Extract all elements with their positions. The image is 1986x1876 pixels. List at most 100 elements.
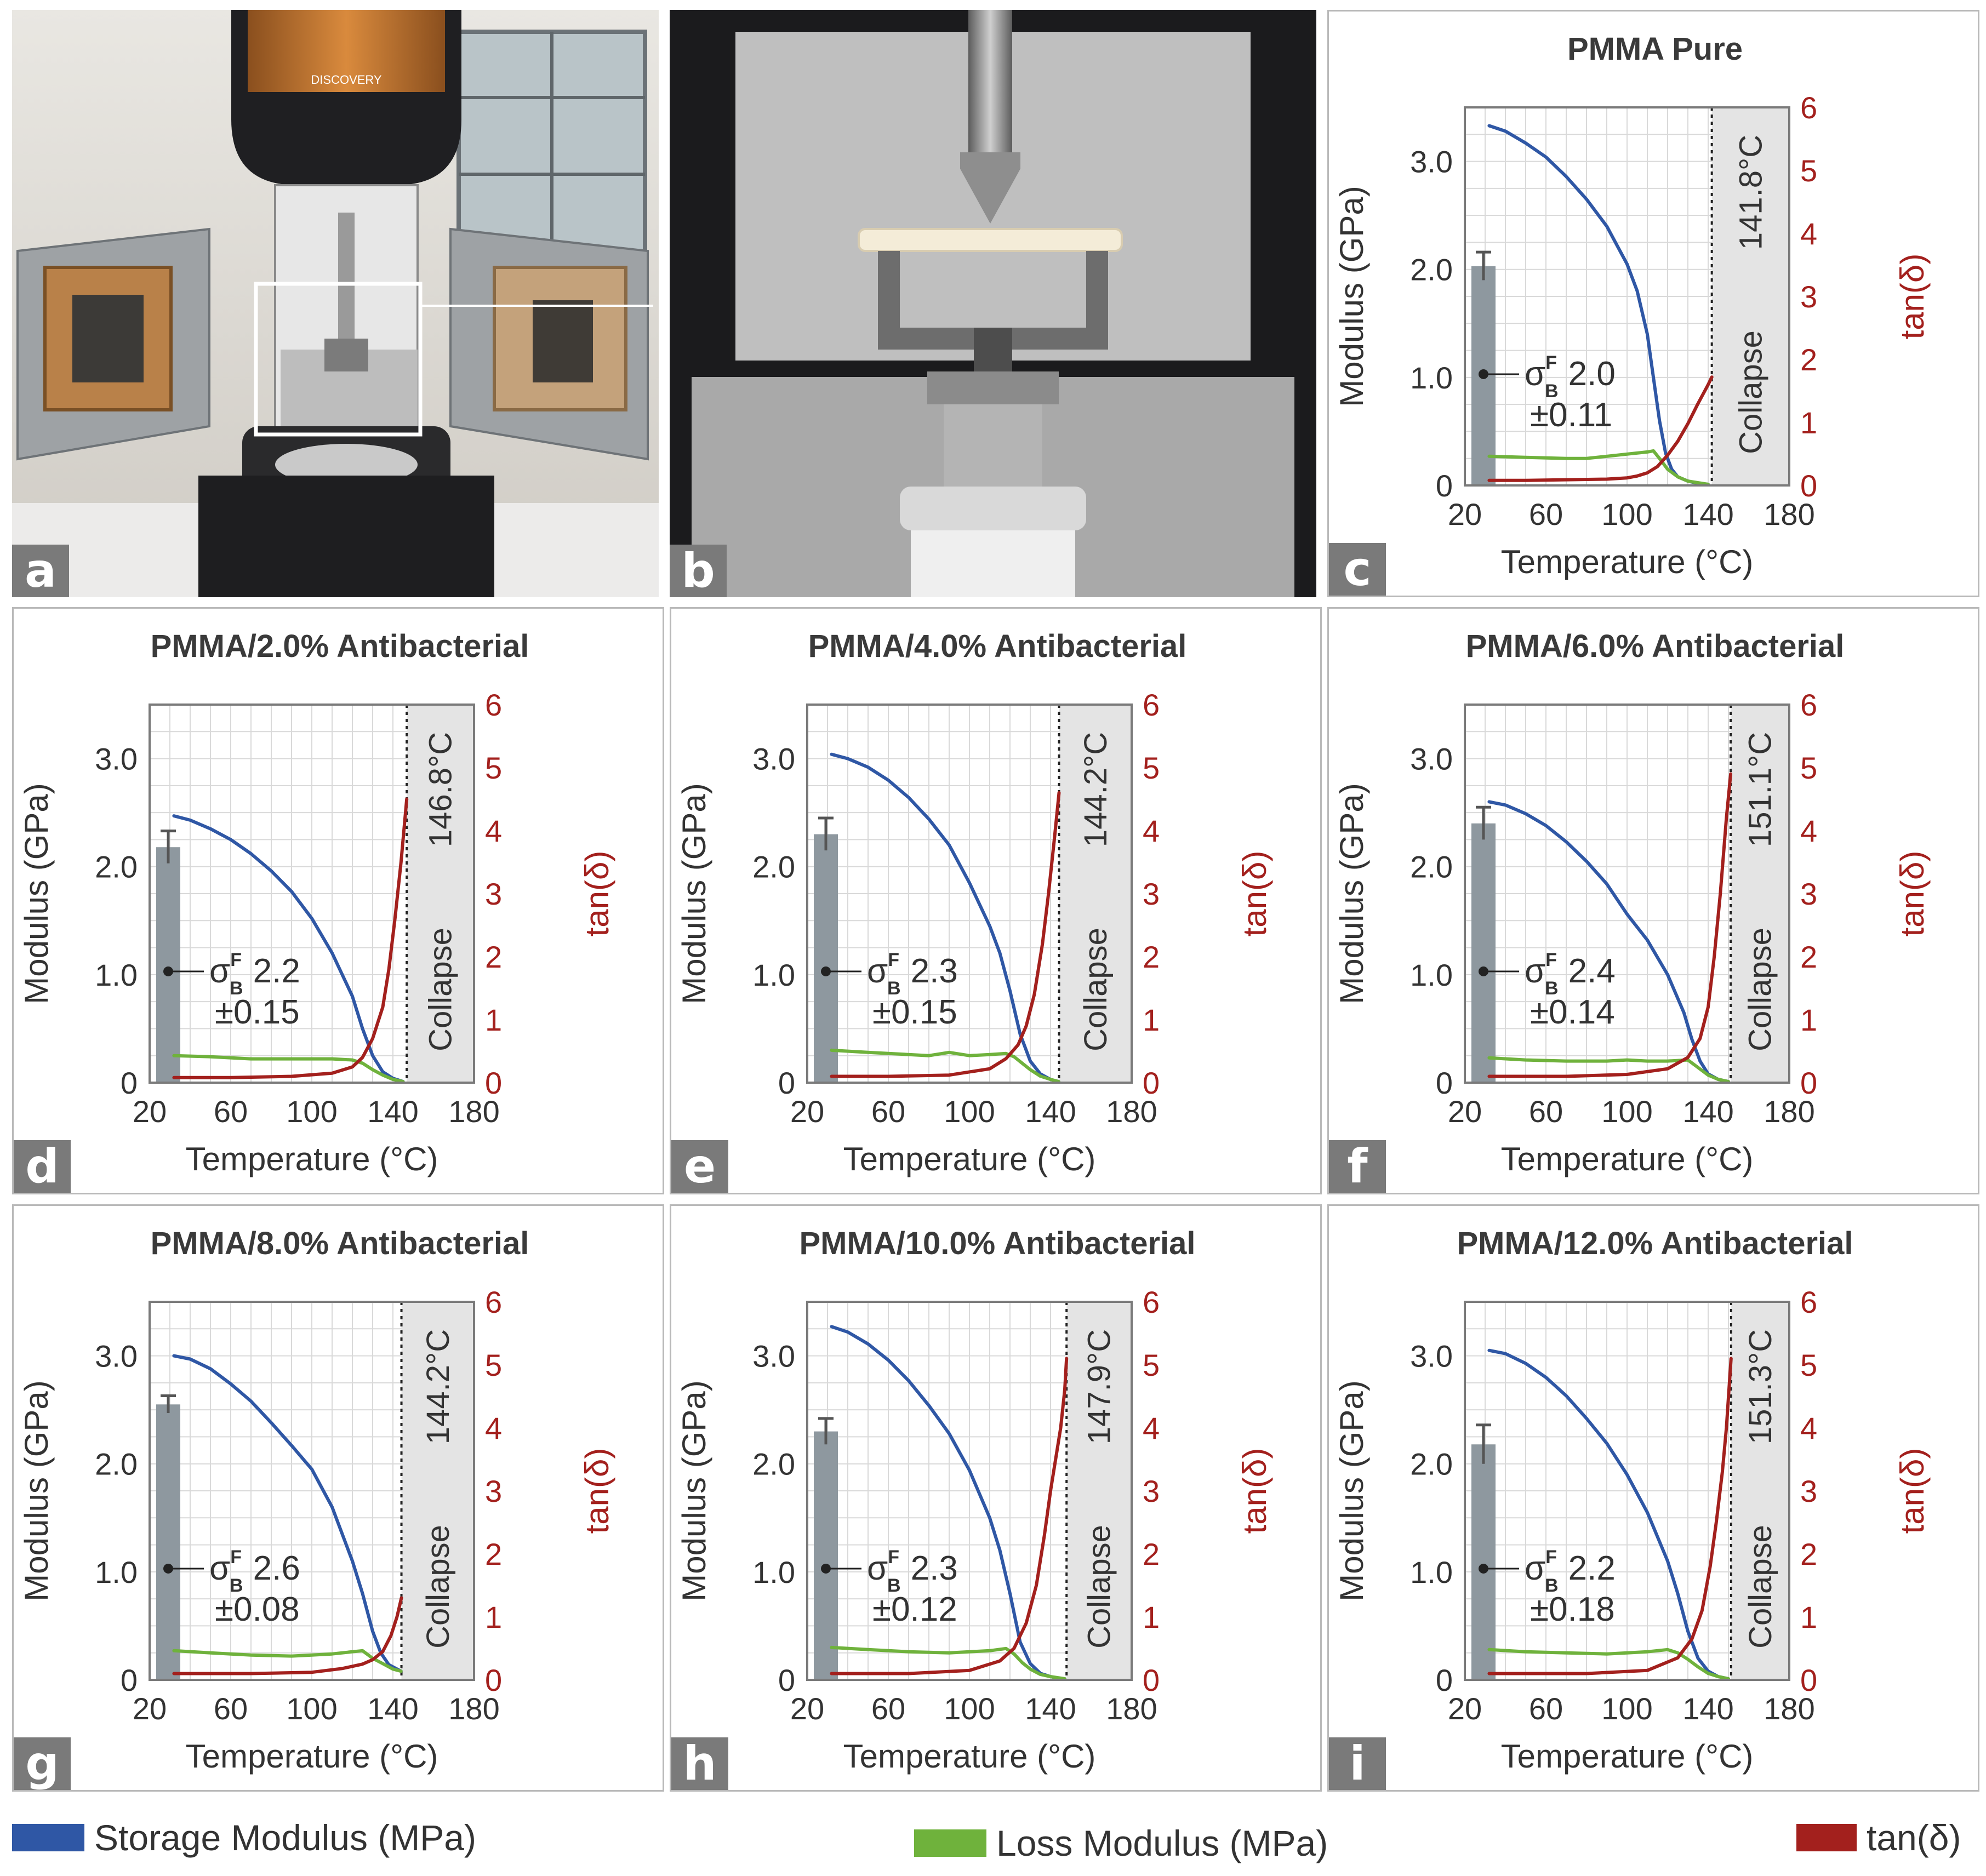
x-axis-label: Temperature (°C) bbox=[1501, 1738, 1754, 1775]
legend-tan: tan(δ) bbox=[1796, 1817, 1961, 1858]
y2-tick-label: 4 bbox=[485, 1411, 502, 1445]
collapse-region bbox=[1731, 705, 1789, 1083]
flexural-strength-value: σF B 2.2 bbox=[1525, 1547, 1616, 1596]
legend-tan-label: tan(δ) bbox=[1867, 1817, 1961, 1858]
y2-tick-label: 0 bbox=[1800, 468, 1817, 503]
fixture-photo bbox=[670, 10, 1316, 597]
x-tick-label: 20 bbox=[790, 1691, 824, 1726]
flexural-strength-value: σF B 2.3 bbox=[867, 950, 958, 999]
loss-modulus-line bbox=[172, 1649, 403, 1673]
y-tick-label: 2.0 bbox=[95, 850, 138, 884]
panel-label-g: g bbox=[14, 1736, 71, 1791]
y-tick-label: 0 bbox=[121, 1663, 138, 1697]
y2-tick-label: 2 bbox=[1800, 342, 1817, 377]
chart-e: PMMA/4.0% Antibacterial 144.2°C Collapse σF… bbox=[676, 628, 1273, 1177]
y2-tick-label: 6 bbox=[1143, 688, 1160, 722]
y2-tick-label: 3 bbox=[1800, 877, 1817, 911]
legend-tan-swatch bbox=[1796, 1824, 1857, 1851]
legend-loss-swatch bbox=[914, 1829, 986, 1857]
machine-badge: DISCOVERY bbox=[311, 73, 382, 87]
flexural-strength-value: σF B 2.6 bbox=[209, 1547, 300, 1596]
y-tick-label: 1.0 bbox=[95, 958, 138, 992]
x-tick-label: 60 bbox=[214, 1094, 248, 1129]
loss-modulus-line bbox=[830, 1048, 1060, 1083]
x-tick-label: 180 bbox=[1764, 1691, 1814, 1726]
y2-tick-label: 3 bbox=[1143, 1474, 1160, 1508]
collapse-region bbox=[1059, 705, 1132, 1083]
y-tick-label: 3.0 bbox=[95, 1339, 138, 1374]
collapse-label: Collapse bbox=[1733, 330, 1768, 454]
chart-f: PMMA/6.0% Antibacterial 151.1°C Collapse σF… bbox=[1333, 628, 1931, 1177]
y2-tick-label: 6 bbox=[1800, 1285, 1817, 1319]
chart-d: PMMA/2.0% Antibacterial 146.8°C Collapse σF… bbox=[18, 628, 615, 1177]
y2-tick-label: 0 bbox=[1143, 1066, 1160, 1100]
tan-delta-line bbox=[172, 1596, 403, 1675]
y2-axis-label: tan(δ) bbox=[579, 851, 615, 937]
storage-modulus-line bbox=[1487, 1348, 1730, 1680]
x-axis-label: Temperature (°C) bbox=[1501, 544, 1754, 580]
y2-tick-label: 0 bbox=[485, 1663, 502, 1697]
x-tick-label: 60 bbox=[871, 1094, 905, 1129]
y2-axis-label: tan(δ) bbox=[1236, 1448, 1273, 1534]
panel-label-a: a bbox=[12, 544, 69, 597]
y2-tick-label: 0 bbox=[485, 1066, 502, 1100]
y2-axis-label: tan(δ) bbox=[1894, 1448, 1931, 1534]
flexural-strength-error: ±0.15 bbox=[215, 993, 300, 1031]
y-tick-label: 2.0 bbox=[752, 1447, 795, 1482]
panel-label-f: f bbox=[1329, 1139, 1386, 1194]
flexural-strength-bar bbox=[156, 847, 180, 1083]
flexural-strength-error: ±0.11 bbox=[1530, 396, 1612, 434]
y2-tick-label: 4 bbox=[1143, 814, 1160, 848]
flexural-strength-error: ±0.08 bbox=[215, 1591, 300, 1628]
chart-title: PMMA/10.0% Antibacterial bbox=[799, 1226, 1195, 1261]
y2-tick-label: 3 bbox=[1143, 877, 1160, 911]
chart-h: PMMA/10.0% Antibacterial 147.9°C Collapse σ… bbox=[676, 1226, 1273, 1775]
y-tick-label: 0 bbox=[778, 1066, 795, 1100]
plot-frame bbox=[806, 704, 1133, 1084]
collapse-label: Collapse bbox=[420, 1525, 456, 1649]
x-tick-label: 60 bbox=[214, 1691, 248, 1726]
y2-tick-label: 6 bbox=[1800, 90, 1817, 125]
loss-modulus-line bbox=[1487, 1056, 1730, 1083]
y-tick-label: 1.0 bbox=[95, 1555, 138, 1589]
x-tick-label: 140 bbox=[367, 1691, 418, 1726]
plot-frame bbox=[806, 1301, 1133, 1681]
y2-tick-label: 3 bbox=[485, 877, 502, 911]
x-axis-label: Temperature (°C) bbox=[186, 1141, 438, 1177]
flexural-strength-value: σF B 2.4 bbox=[1525, 950, 1616, 999]
collapse-region bbox=[1731, 1302, 1789, 1680]
y2-tick-label: 1 bbox=[485, 1003, 502, 1037]
legend-storage: Storage Modulus (MPa) bbox=[12, 1817, 476, 1858]
y-axis-label: Modulus (GPa) bbox=[676, 1380, 712, 1601]
y-axis-label: Modulus (GPa) bbox=[18, 1380, 55, 1601]
x-tick-label: 140 bbox=[1682, 497, 1733, 531]
x-tick-label: 100 bbox=[944, 1691, 995, 1726]
y-tick-label: 3.0 bbox=[1410, 742, 1453, 776]
y-axis-label: Modulus (GPa) bbox=[1333, 783, 1370, 1004]
plot-frame bbox=[1464, 106, 1790, 487]
panel-label-e: e bbox=[671, 1139, 728, 1194]
y2-tick-label: 2 bbox=[1143, 940, 1160, 974]
y2-tick-label: 1 bbox=[1800, 1600, 1817, 1634]
collapse-region bbox=[1066, 1302, 1132, 1680]
y-tick-label: 2.0 bbox=[752, 850, 795, 884]
x-tick-label: 100 bbox=[286, 1691, 337, 1726]
collapse-temperature: 141.8°C bbox=[1733, 135, 1768, 250]
x-tick-label: 100 bbox=[286, 1094, 337, 1129]
y2-tick-label: 3 bbox=[1800, 1474, 1817, 1508]
collapse-temperature: 151.1°C bbox=[1743, 732, 1778, 847]
x-tick-label: 20 bbox=[133, 1691, 167, 1726]
collapse-label: Collapse bbox=[423, 928, 459, 1051]
y2-tick-label: 5 bbox=[1800, 751, 1817, 785]
panel-label-c: c bbox=[1329, 542, 1386, 597]
y2-tick-label: 1 bbox=[1143, 1003, 1160, 1037]
x-tick-label: 140 bbox=[1682, 1094, 1733, 1129]
tan-delta-line bbox=[172, 797, 409, 1079]
legend-storage-swatch bbox=[12, 1824, 84, 1851]
collapse-temperature: 151.3°C bbox=[1743, 1329, 1778, 1444]
collapse-label: Collapse bbox=[1743, 928, 1778, 1051]
storage-modulus-line bbox=[1487, 800, 1730, 1083]
y2-tick-label: 3 bbox=[485, 1474, 502, 1508]
chart-title: PMMA/8.0% Antibacterial bbox=[151, 1226, 529, 1261]
